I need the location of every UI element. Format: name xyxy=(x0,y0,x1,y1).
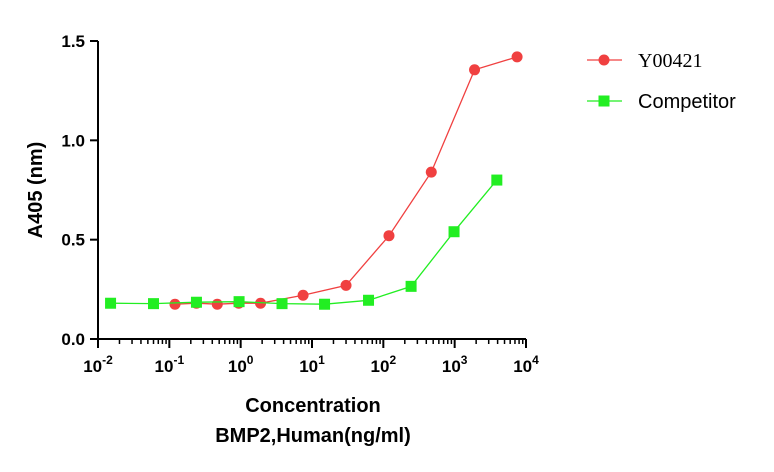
series-line-y00421 xyxy=(174,56,518,305)
data-point-competitor xyxy=(233,296,245,308)
data-point-competitor xyxy=(105,297,117,309)
x-tick-label: 102 xyxy=(371,353,397,376)
x-axis: 10-2 10-1 100 101 102 103 104 xyxy=(83,338,539,376)
data-point-competitor xyxy=(276,298,288,310)
x-tick-label: 10-2 xyxy=(83,353,113,376)
data-point-competitor xyxy=(363,294,375,306)
series-layer xyxy=(105,51,523,310)
data-point-competitor xyxy=(448,226,460,238)
x-axis-title-line1: Concentration xyxy=(245,395,381,417)
x-tick-label: 101 xyxy=(299,353,325,376)
data-point-y00421 xyxy=(297,289,309,301)
y-tick-label: 0.0 xyxy=(61,330,85,349)
data-point-y00421 xyxy=(340,279,352,291)
data-point-y00421 xyxy=(211,298,223,310)
data-point-y00421 xyxy=(383,230,395,242)
legend-marker-square xyxy=(598,95,610,107)
y-tick-label: 0.5 xyxy=(61,231,85,250)
legend-label: Y00421 xyxy=(638,50,702,72)
legend: Y00421 Competitor xyxy=(587,50,736,113)
data-point-y00421 xyxy=(169,298,181,310)
x-tick-label: 103 xyxy=(442,353,468,376)
x-tick-label: 10-1 xyxy=(155,353,185,376)
legend-marker-circle xyxy=(598,54,610,66)
x-axis-title-line2: BMP2,Human(ng/ml) xyxy=(215,425,411,447)
y-tick-label: 1.5 xyxy=(61,32,85,51)
data-point-competitor xyxy=(319,298,331,310)
x-tick-label: 104 xyxy=(513,353,539,376)
data-point-y00421 xyxy=(511,51,523,63)
legend-label: Competitor xyxy=(638,91,736,113)
data-point-competitor xyxy=(491,174,503,186)
data-point-competitor xyxy=(405,280,417,292)
x-tick-label: 100 xyxy=(228,353,254,376)
data-point-competitor xyxy=(148,298,160,310)
data-point-y00421 xyxy=(425,166,437,178)
data-point-y00421 xyxy=(469,64,481,76)
y-axis: 0.0 0.5 1.0 1.5 xyxy=(61,32,99,349)
data-point-competitor xyxy=(190,296,202,308)
y-axis-title: A405 (nm) xyxy=(25,142,47,239)
y-tick-label: 1.0 xyxy=(61,131,85,150)
series-line-competitor xyxy=(110,179,498,305)
